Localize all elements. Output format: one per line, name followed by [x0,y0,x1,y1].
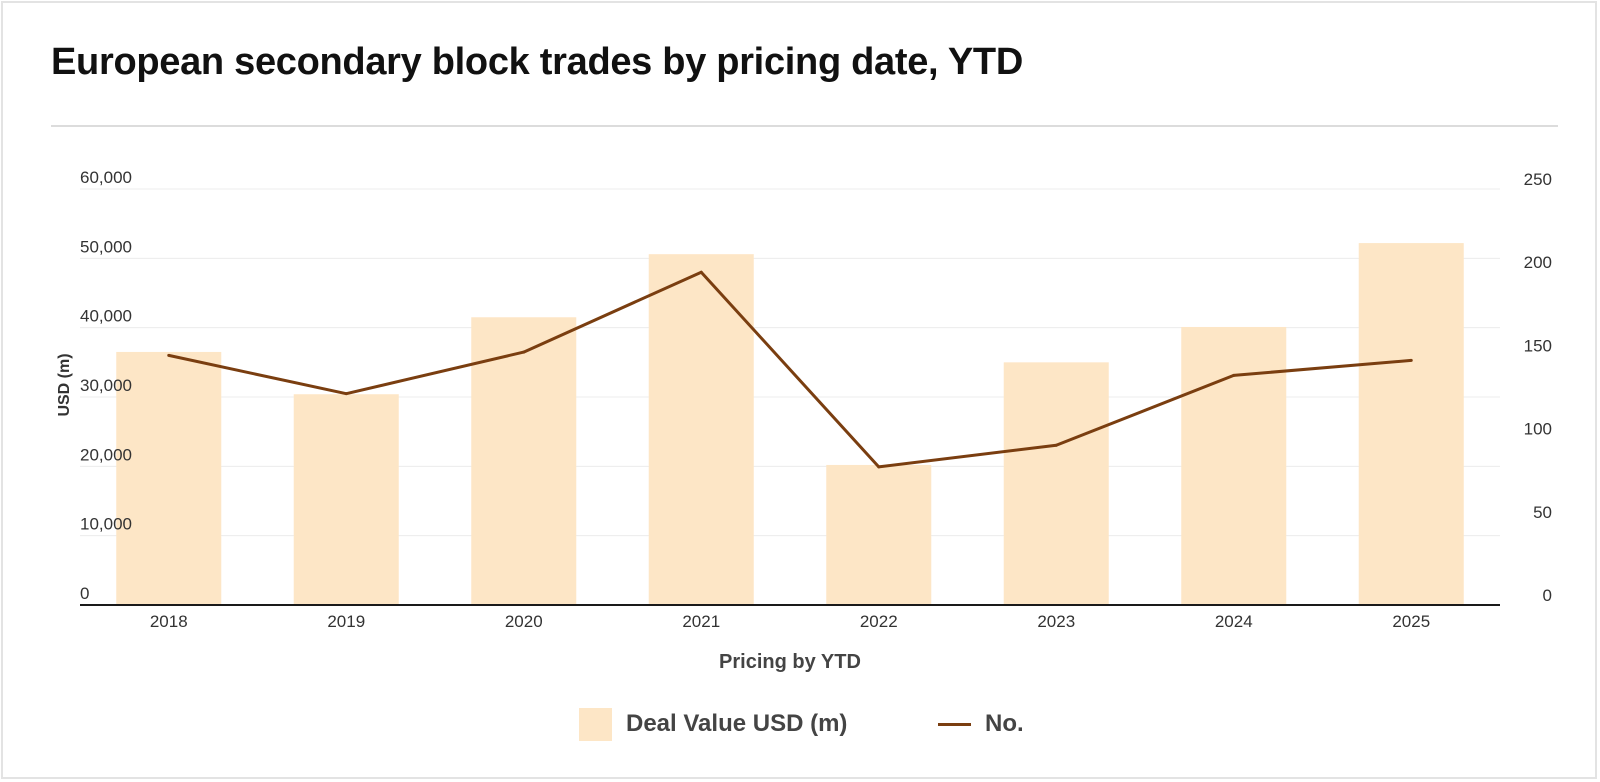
y2-tick-label: 100 [1524,420,1552,439]
x-tick-label: 2022 [860,612,898,631]
y-tick-label: 30,000 [80,376,132,395]
line-point [1409,358,1413,362]
legend-item-count[interactable]: No. [938,706,1024,742]
x-tick-label: 2020 [505,612,543,631]
bar-series [116,243,1464,605]
y2-tick-label: 50 [1533,503,1552,522]
bar-deal-value [648,254,754,605]
bar-deal-value [471,317,577,605]
title-divider [51,125,1558,127]
line-point [167,353,171,357]
line-count [168,270,1412,469]
line-point [1054,443,1058,447]
y-tick-label: 10,000 [80,515,132,534]
bar-deal-value [1358,243,1464,605]
line-point [522,350,526,354]
x-tick-label: 2025 [1392,612,1430,631]
x-axis-title: Pricing by YTD [719,651,861,673]
y2-tick-label: 250 [1524,170,1552,189]
y-tick-label: 20,000 [80,445,132,464]
y2-tick-label: 150 [1524,336,1552,355]
y-axis-title: USD (m) [56,353,73,416]
legend-swatch-line [938,722,971,726]
legend-swatch-bar [579,707,612,741]
y2-tick-label: 200 [1524,253,1552,272]
line-point [1232,373,1236,377]
y-tick-label: 60,000 [80,168,132,187]
axes: 0 10,000 20,000 30,000 40,000 50,000 60,000 0 50… [56,168,1552,673]
legend-item-deal-value[interactable]: Deal Value USD (m) [579,706,847,742]
y2-tick-label: 0 [1543,586,1552,605]
chart-title: European secondary block trades by prici… [51,41,1023,83]
x-tick-label: 2019 [327,612,365,631]
gridlines [80,188,1500,537]
x-tick-label: 2024 [1215,612,1253,631]
y-tick-label: 50,000 [80,237,132,256]
line-point [344,392,348,396]
bar-deal-value [1181,326,1287,605]
bar-deal-value [293,394,399,605]
x-tick-label: 2021 [682,612,720,631]
line-point [699,270,703,274]
y-tick-label: 0 [80,584,89,603]
line-series [167,270,1413,469]
bar-deal-value [116,351,222,605]
bar-deal-value [1003,362,1109,605]
bar-deal-value [826,464,932,605]
legend-label-count: No. [985,710,1024,737]
chart-legend: Deal Value USD (m) No. [0,706,1600,742]
line-point [877,465,881,469]
legend-label-deal-value: Deal Value USD (m) [626,710,848,737]
y-tick-label: 40,000 [80,307,132,326]
x-tick-label: 2023 [1037,612,1075,631]
x-tick-label: 2018 [150,612,188,631]
